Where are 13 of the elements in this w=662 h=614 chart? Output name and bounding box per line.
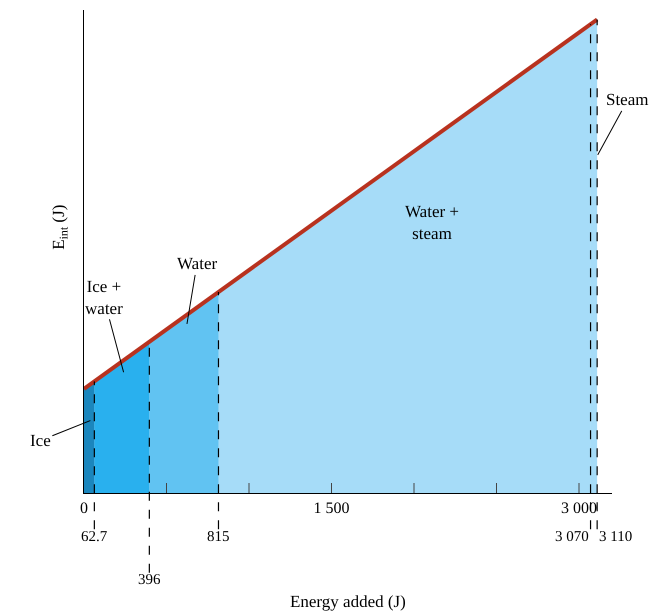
ref-line-label: 396 xyxy=(138,572,161,588)
annotation: Water + steam xyxy=(405,202,459,244)
text: Ice xyxy=(30,431,51,450)
ref-line-label: 815 xyxy=(207,529,230,545)
ref-line-label: 3 070 xyxy=(555,529,589,545)
annotation: Ice + water xyxy=(85,277,124,318)
x-tick-label: 1 500 xyxy=(314,500,350,518)
ref-line-label: 62.7 xyxy=(81,529,108,545)
annotation: Steam xyxy=(606,90,648,109)
x-tick-label: 0 xyxy=(80,500,88,518)
ref-line-label: 3 110 xyxy=(599,529,632,545)
x-axis-title: Energy added (J) xyxy=(290,592,406,611)
annotation: Water xyxy=(177,254,218,273)
